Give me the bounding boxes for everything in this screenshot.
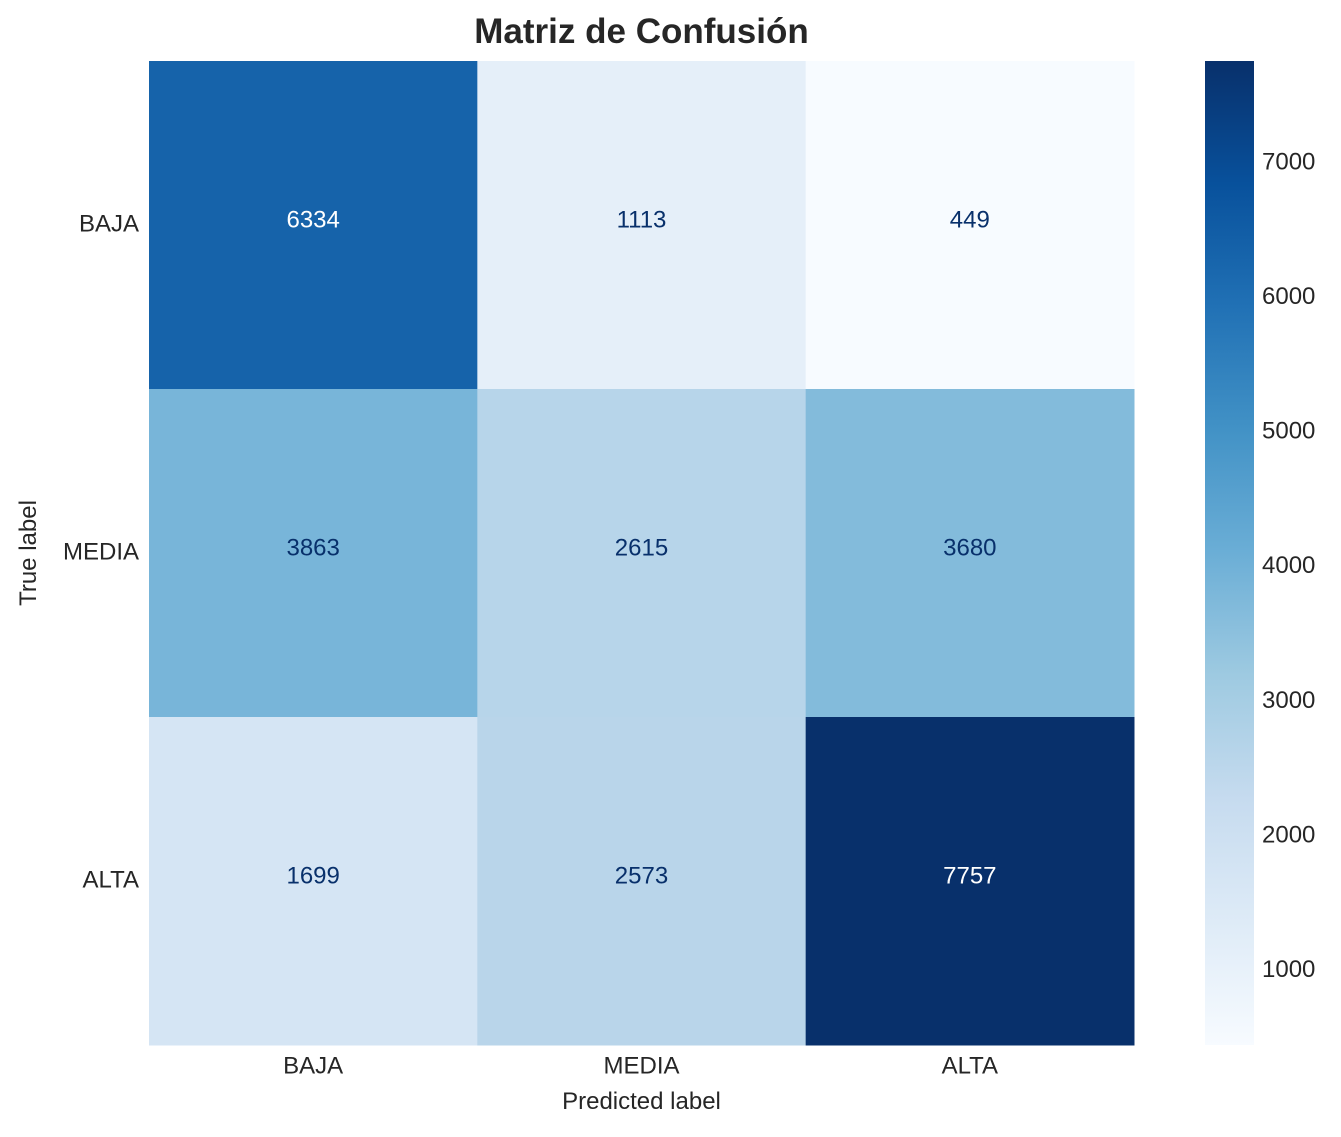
colorbar	[1205, 61, 1254, 1045]
x-tick-labels: BAJA MEDIA ALTA	[283, 1052, 998, 1079]
x-tick-label: ALTA	[942, 1052, 998, 1079]
cell-value-label: 3863	[286, 534, 339, 561]
colorbar-tick-labels: 1000 2000 3000 4000 5000 6000 7000	[1262, 148, 1315, 983]
colorbar-tick-label: 7000	[1262, 148, 1315, 175]
cell-value-label: 7757	[943, 862, 996, 889]
colorbar-tick-label: 2000	[1262, 822, 1315, 849]
chart-title: Matriz de Confusión	[474, 12, 809, 51]
colorbar-tick-label: 3000	[1262, 687, 1315, 714]
y-tick-labels: BAJA MEDIA ALTA	[63, 210, 139, 893]
cell-value-label: 449	[950, 206, 990, 233]
colorbar-tick-label: 6000	[1262, 283, 1315, 310]
y-axis-label: True label	[15, 500, 42, 606]
cell-value-label: 1699	[286, 862, 339, 889]
x-tick-label: MEDIA	[603, 1052, 679, 1079]
heatmap-cell	[477, 389, 807, 718]
cell-value-label: 2573	[615, 862, 668, 889]
cell-value-label: 1113	[617, 206, 667, 233]
heatmap-cells	[149, 61, 1135, 1046]
x-tick-label: BAJA	[283, 1052, 343, 1079]
colorbar-tick-label: 5000	[1262, 418, 1315, 445]
cell-value-label: 6334	[286, 206, 339, 233]
heatmap-cell	[477, 717, 807, 1046]
y-tick-label: ALTA	[83, 866, 139, 893]
heatmap-cell	[805, 717, 1135, 1046]
heatmap-cell	[149, 61, 478, 390]
heatmap-cell	[805, 389, 1135, 718]
heatmap-cell	[149, 717, 478, 1046]
colorbar-tick-label: 4000	[1262, 552, 1315, 579]
x-axis-label: Predicted label	[562, 1088, 721, 1115]
heatmap-cell	[805, 61, 1135, 390]
heatmap-cell-labels: 6334 1113 449 3863 2615 3680 1699 2573 7757	[286, 206, 996, 889]
y-tick-label: MEDIA	[63, 538, 139, 565]
cell-value-label: 2615	[615, 534, 668, 561]
heatmap-cell	[477, 61, 807, 390]
heatmap-cell	[149, 389, 478, 718]
cell-value-label: 3680	[943, 534, 996, 561]
colorbar-tick-label: 1000	[1262, 956, 1315, 983]
y-tick-label: BAJA	[79, 210, 139, 237]
